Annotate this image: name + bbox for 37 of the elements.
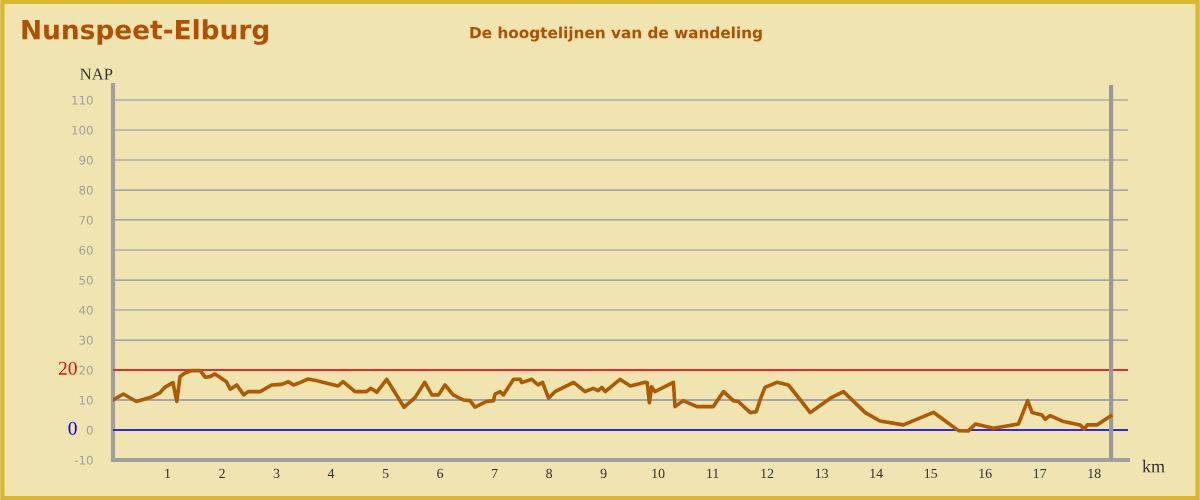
y-tick-label: 20 [79,365,93,375]
y-tick-label: -10 [74,455,93,465]
x-tick-label: 5 [382,468,389,479]
x-tick-label: 13 [815,468,829,479]
y-tick-label: 60 [79,245,93,255]
x-tick-label: 1 [165,468,171,478]
x-tick-label: 7 [492,468,498,478]
x-tick-label: 4 [327,468,335,478]
x-tick-label: 8 [546,468,553,479]
x-tick-label: 17 [1033,468,1047,478]
y-tick-label: 0 [86,425,93,435]
x-tick-label: 11 [707,468,719,478]
x-tick-label: 14 [870,468,883,478]
x-tick-label: 9 [600,468,607,479]
line-series [113,368,1113,433]
x-tick-label: 16 [979,468,992,479]
chart-subtitle: De hoogtelijnen van de wandeling [470,26,762,42]
y-axis-title: NAP [80,68,113,80]
y-tick-label: 30 [79,335,93,345]
x-tick-label: 12 [761,468,774,478]
x-tick-label: 6 [437,468,444,479]
y-tick-label: 40 [79,305,93,315]
ref-line-label: 20 [58,361,77,375]
x-tick-label: 3 [273,468,280,479]
x-tick-label: 15 [924,468,938,479]
y-tick-label: 10 [79,395,93,405]
x-tick-label: 10 [652,468,665,479]
y-tick-label: 50 [79,275,93,285]
y-tick-label: 100 [72,125,93,135]
y-tick-label: 110 [72,95,93,105]
chart-title: Nunspeet-Elburg [22,19,269,45]
x-tick-label: 18 [1088,468,1101,479]
y-tick-label: 90 [79,155,93,165]
x-axis-title: km [1142,459,1165,473]
x-tick-label: 2 [219,468,225,478]
y-tick-label: 80 [79,185,93,195]
y-tick-label: 70 [79,215,93,225]
